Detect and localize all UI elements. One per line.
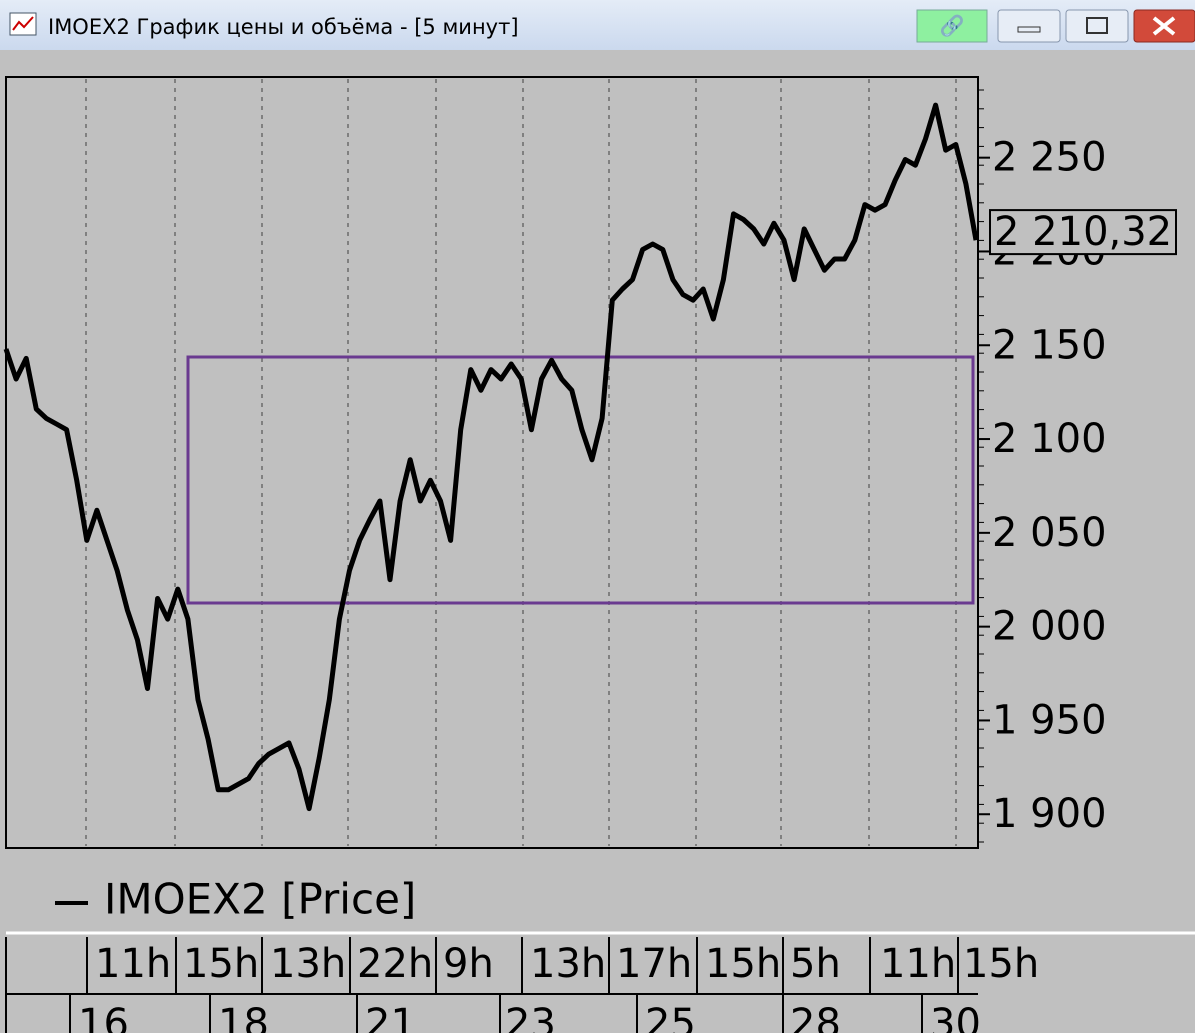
time-hour-label: 13h [530, 941, 606, 987]
time-hour-label: 5h [790, 941, 841, 987]
minimize-icon [1017, 26, 1041, 33]
window-title: IMOEX2 График цены и объёма - [5 минут] [48, 15, 519, 39]
y-tick-label: 2 000 [992, 604, 1107, 650]
time-day-label: 28 [790, 1001, 841, 1033]
time-hour-label: 9h [443, 941, 494, 987]
time-hour-label: 13h [270, 941, 346, 987]
y-tick-label: 2 100 [992, 416, 1107, 462]
time-hour-label: 15h [183, 941, 259, 987]
time-day-label: 30 [930, 1001, 981, 1033]
time-hour-label: 15h [705, 941, 781, 987]
last-value-box [989, 209, 1177, 256]
plot-area [5, 76, 979, 849]
link-button[interactable] [916, 9, 988, 43]
time-day-label: 23 [505, 1001, 556, 1033]
time-day-label: 18 [218, 1001, 269, 1033]
legend-label: IMOEX2 [Price] [104, 875, 416, 924]
maximize-button[interactable] [1065, 9, 1129, 43]
time-hour-label: 11h [95, 941, 171, 987]
y-tick-label: 1 950 [992, 697, 1107, 743]
y-tick-label: 2 250 [992, 135, 1107, 181]
y-tick-label: 1 900 [992, 791, 1107, 837]
maximize-icon [1086, 17, 1108, 34]
minimize-button[interactable] [997, 9, 1061, 43]
time-hour-label: 11h [880, 941, 956, 987]
time-hour-label: 15h [963, 941, 1039, 987]
time-day-label: 25 [645, 1001, 696, 1033]
close-icon [1152, 16, 1176, 36]
link-icon: 🔗 [940, 14, 965, 38]
price-line [3, 102, 979, 812]
time-day-label: 21 [365, 1001, 416, 1033]
selection-rectangle [186, 355, 975, 605]
time-hour-label: 17h [616, 941, 692, 987]
title-bar [0, 0, 1195, 50]
last-value-label: 2 210,32 [994, 209, 1172, 255]
time-day-label: 16 [78, 1001, 129, 1033]
time-hour-label: 22h [357, 941, 433, 987]
app-icon [9, 12, 37, 36]
y-tick-label: 2 050 [992, 510, 1107, 556]
y-tick-label: 2 150 [992, 322, 1107, 368]
